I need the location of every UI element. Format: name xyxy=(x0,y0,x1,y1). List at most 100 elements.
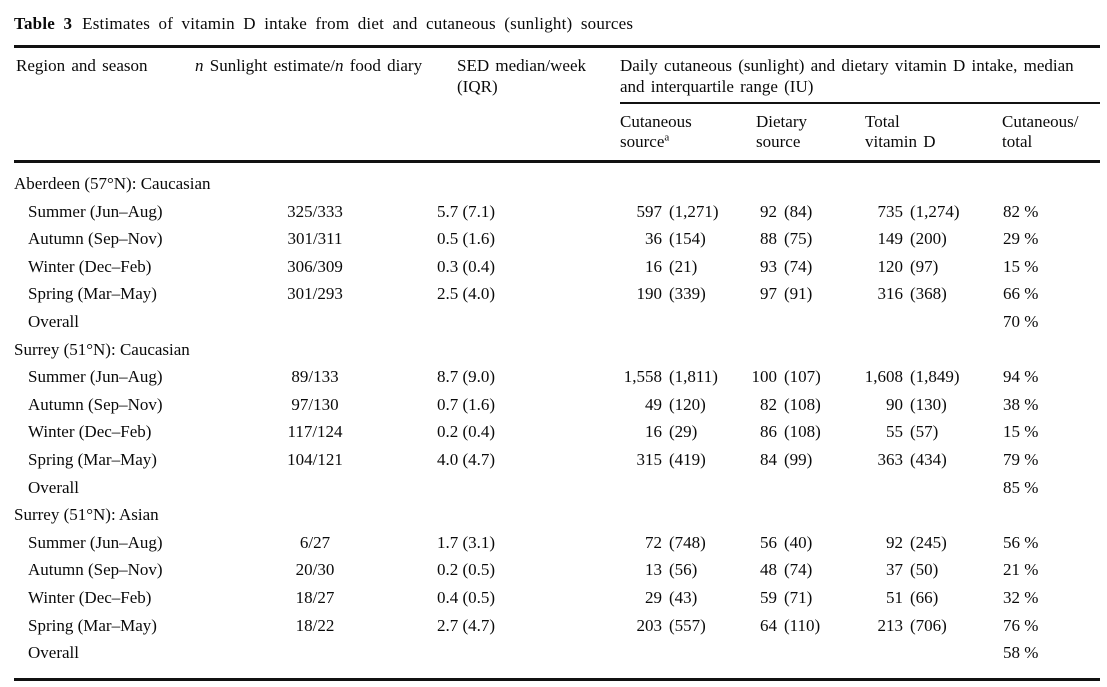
dietary-cell-iqr: (84) xyxy=(784,201,813,221)
season-cell: Spring (Mar–May) xyxy=(28,284,157,304)
n-cell: 18/27 xyxy=(295,587,335,607)
dietary-cell-median: 86 xyxy=(760,422,777,442)
table-row: Winter (Dec–Feb) 306/309 0.3 (0.4) 16 (21) 93… xyxy=(0,253,1107,281)
n-cell: 301/293 xyxy=(287,284,343,304)
percent-cell: 66 % xyxy=(1003,284,1039,304)
percent-cell: 79 % xyxy=(1003,449,1039,469)
section-row: Aberdeen (57°N): Caucasian xyxy=(0,170,1107,198)
cutaneous-cell-median: 29 xyxy=(645,587,662,607)
total-cell-iqr: (1,849) xyxy=(910,367,960,387)
dietary-cell-median: 48 xyxy=(760,560,777,580)
total-cell-median: 213 xyxy=(877,615,904,635)
season-cell: Winter (Dec–Feb) xyxy=(28,422,152,442)
dietary-cell-iqr: (108) xyxy=(784,394,821,414)
sed-cell: 0.5 (1.6) xyxy=(437,229,496,249)
dietary-cell: 93 (74) xyxy=(700,253,812,281)
table-row: Overall 85 % xyxy=(0,474,1107,502)
sed-cell: 5.7 (7.1) xyxy=(437,201,496,221)
sed-cell: 0.4 (0.5) xyxy=(437,587,496,607)
table-row: Autumn (Sep–Nov) 97/130 0.7 (1.6) 49 (120) 82… xyxy=(0,391,1107,419)
sed-cell: 8.7 (9.0) xyxy=(437,367,496,387)
total-cell-iqr: (57) xyxy=(910,422,939,442)
season-cell: Overall xyxy=(28,311,79,331)
sed-cell: 4.0 (4.7) xyxy=(437,449,496,469)
header-body-rule xyxy=(14,160,1100,163)
percent-cell: 15 % xyxy=(1003,422,1039,442)
total-cell-median: 51 xyxy=(886,587,903,607)
dietary-cell-iqr: (108) xyxy=(784,422,821,442)
total-cell: 90 (130) xyxy=(790,391,947,419)
season-cell: Overall xyxy=(28,643,79,663)
cutaneous-cell: 16 (29) xyxy=(540,418,697,446)
cutaneous-cell-median: 597 xyxy=(636,201,663,221)
table-row: Overall 70 % xyxy=(0,308,1107,336)
n-cell: 18/22 xyxy=(295,615,335,635)
cutaneous-cell: 597 (1,271) xyxy=(540,198,719,226)
cutaneous-cell-iqr: (339) xyxy=(669,284,706,304)
total-cell-iqr: (66) xyxy=(910,587,939,607)
dietary-cell-median: 100 xyxy=(751,367,778,387)
cutaneous-cell-iqr: (29) xyxy=(669,422,698,442)
column-header-n: n Sunlight estimate/n food diary xyxy=(195,56,423,75)
cutaneous-cell: 72 (748) xyxy=(540,529,706,557)
dietary-cell-median: 82 xyxy=(760,394,777,414)
footnote-marker-a: a xyxy=(664,131,670,144)
section-row: Surrey (51°N): Asian xyxy=(0,501,1107,529)
percent-cell: 56 % xyxy=(1003,532,1039,552)
total-cell-median: 120 xyxy=(877,256,904,276)
dietary-cell: 59 (71) xyxy=(700,584,812,612)
dietary-cell: 56 (40) xyxy=(700,529,812,557)
total-cell-median: 37 xyxy=(886,560,903,580)
percent-cell: 82 % xyxy=(1003,201,1039,221)
dietary-cell-iqr: (110) xyxy=(784,615,821,635)
season-cell: Summer (Jun–Aug) xyxy=(28,201,163,221)
sed-cell: 2.7 (4.7) xyxy=(437,615,496,635)
dietary-cell-median: 97 xyxy=(760,284,777,304)
table-row: Winter (Dec–Feb) 117/124 0.2 (0.4) 16 (29) 86… xyxy=(0,418,1107,446)
sed-cell: 2.5 (4.0) xyxy=(437,284,496,304)
dietary-cell-median: 92 xyxy=(760,201,777,221)
cutaneous-cell-iqr: (1,811) xyxy=(669,367,718,387)
dietary-cell-iqr: (40) xyxy=(784,532,813,552)
cutaneous-cell-iqr: (154) xyxy=(669,229,706,249)
n-cell: 325/333 xyxy=(287,201,343,221)
total-cell: 120 (97) xyxy=(790,253,939,281)
dietary-cell-median: 88 xyxy=(760,229,777,249)
section-label: Surrey (51°N): Caucasian xyxy=(14,339,190,359)
column-header-cutaneous-total: Cutaneous/ total xyxy=(1002,112,1079,151)
bottom-rule xyxy=(14,678,1100,681)
cutaneous-cell-iqr: (419) xyxy=(669,449,706,469)
table-row: Overall 58 % xyxy=(0,639,1107,667)
dietary-cell: 64 (110) xyxy=(700,612,820,640)
table-row: Spring (Mar–May) 301/293 2.5 (4.0) 190 (339)… xyxy=(0,280,1107,308)
sed-cell: 0.2 (0.4) xyxy=(437,422,496,442)
cutaneous-cell-median: 16 xyxy=(645,422,662,442)
cutaneous-cell-median: 203 xyxy=(636,615,663,635)
dietary-cell-iqr: (74) xyxy=(784,560,813,580)
table-row: Spring (Mar–May) 18/22 2.7 (4.7) 203 (557) 64… xyxy=(0,612,1107,640)
top-rule xyxy=(14,45,1100,48)
section-row: Surrey (51°N): Caucasian xyxy=(0,336,1107,364)
cutaneous-cell-median: 315 xyxy=(636,449,663,469)
cutaneous-cell: 49 (120) xyxy=(540,391,706,419)
group-header-rule xyxy=(620,102,1100,104)
dietary-cell-median: 93 xyxy=(760,256,777,276)
total-cell: 316 (368) xyxy=(790,280,947,308)
season-cell: Summer (Jun–Aug) xyxy=(28,367,163,387)
total-cell-iqr: (130) xyxy=(910,394,947,414)
cutaneous-cell-iqr: (748) xyxy=(669,532,706,552)
total-cell-iqr: (245) xyxy=(910,532,947,552)
n-cell: 20/30 xyxy=(295,560,335,580)
dietary-cell: 48 (74) xyxy=(700,556,812,584)
cutaneous-cell-iqr: (557) xyxy=(669,615,706,635)
dietary-cell: 100 (107) xyxy=(700,363,821,391)
dietary-cell-iqr: (74) xyxy=(784,256,813,276)
season-cell: Autumn (Sep–Nov) xyxy=(28,229,163,249)
total-cell-median: 149 xyxy=(877,229,904,249)
cutaneous-cell-iqr: (21) xyxy=(669,256,698,276)
total-cell: 735 (1,274) xyxy=(790,198,960,226)
cutaneous-cell: 203 (557) xyxy=(540,612,706,640)
cutaneous-cell: 36 (154) xyxy=(540,225,706,253)
total-cell: 37 (50) xyxy=(790,556,938,584)
